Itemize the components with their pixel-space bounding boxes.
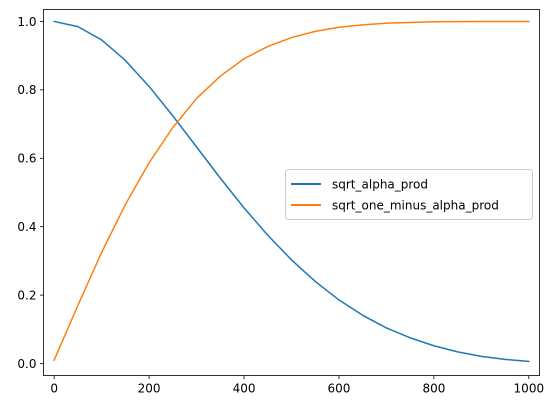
y-axis: 0.0 0.2 0.4 0.6 0.8 1.0 bbox=[17, 15, 44, 371]
series-line-sqrt-one-minus-alpha-prod bbox=[53, 20, 530, 362]
x-tick-label: 200 bbox=[138, 382, 161, 396]
legend-box bbox=[285, 169, 533, 220]
y-tick-label: 0.0 bbox=[17, 357, 36, 371]
legend-label-sqrt-alpha-prod: sqrt_alpha_prod bbox=[332, 178, 428, 192]
plot-frame bbox=[43, 9, 540, 376]
y-tick-label: 0.4 bbox=[17, 220, 36, 234]
x-tick-label: 600 bbox=[328, 382, 351, 396]
x-tick-label: 0 bbox=[50, 382, 58, 396]
x-tick-label: 800 bbox=[422, 382, 445, 396]
y-tick-label: 0.6 bbox=[17, 152, 36, 166]
x-tick-label: 400 bbox=[233, 382, 256, 396]
plot-lines bbox=[53, 20, 530, 363]
legend-label-sqrt-one-minus-alpha-prod: sqrt_one_minus_alpha_prod bbox=[332, 199, 499, 213]
x-axis: 0 200 400 600 800 1000 bbox=[50, 375, 545, 396]
y-tick-label: 0.2 bbox=[17, 288, 36, 302]
series-line-sqrt-alpha-prod bbox=[53, 20, 530, 363]
x-tick-label: 1000 bbox=[514, 382, 545, 396]
legend: sqrt_alpha_prod sqrt_one_minus_alpha_pro… bbox=[285, 169, 533, 220]
y-tick-label: 0.8 bbox=[17, 83, 36, 97]
y-tick-label: 1.0 bbox=[17, 15, 36, 29]
